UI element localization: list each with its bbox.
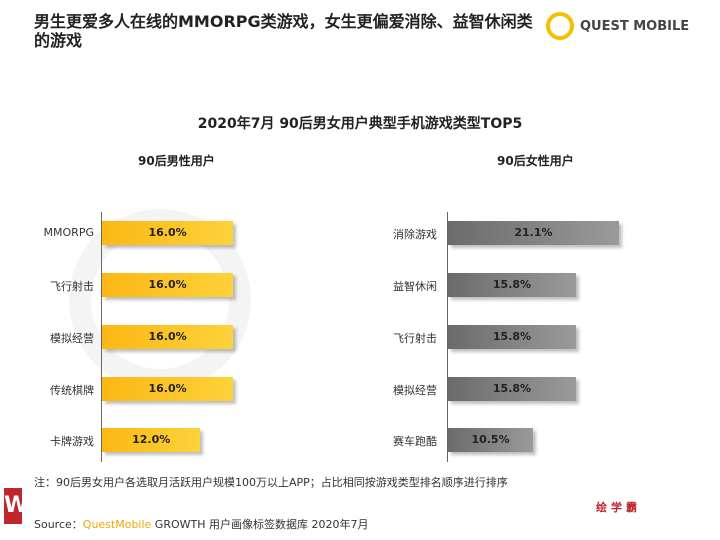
- category-label: 飞行射击: [393, 332, 437, 345]
- source: Source：QuestMobile GROWTH 用户画像标签数据库 2020…: [34, 516, 369, 532]
- category-label: 消除游戏: [393, 228, 437, 241]
- bar: 16.0%: [102, 273, 234, 297]
- category-label: MMORPG: [43, 226, 94, 239]
- bar: 15.8%: [448, 377, 576, 401]
- category-label: 飞行射击: [50, 280, 94, 293]
- logo-ring-icon: [546, 12, 574, 40]
- source-brand: QuestMobile: [82, 518, 152, 531]
- bar: 21.1%: [448, 221, 619, 245]
- category-label: 模拟经营: [393, 384, 437, 397]
- footnote: 注：90后男女用户各选取月活跃用户规模100万以上APP；占比相同按游戏类型排名…: [34, 476, 508, 489]
- corner-text: 绘学霸: [596, 501, 641, 514]
- source-rest: GROWTH 用户画像标签数据库 2020年7月: [151, 518, 369, 531]
- logo-text: QUEST MOBILE: [580, 18, 690, 34]
- brand-mark: W: [4, 488, 28, 524]
- bar: 12.0%: [102, 428, 201, 452]
- male-subtitle: 90后男性用户: [138, 154, 215, 168]
- category-label: 益智休闲: [393, 280, 437, 293]
- quest-mobile-logo: QUEST MOBILE: [546, 12, 689, 40]
- bar: 16.0%: [102, 325, 234, 349]
- source-prefix: Source：: [34, 518, 83, 531]
- bar: 16.0%: [102, 377, 234, 401]
- category-label: 模拟经营: [50, 332, 94, 345]
- bar: 10.5%: [448, 428, 534, 452]
- category-label: 传统棋牌: [50, 384, 94, 397]
- chart-title: 2020年7月 90后男女用户典型手机游戏类型TOP5: [197, 116, 523, 132]
- female-axis: [447, 212, 448, 462]
- page-title: 男生更爱多人在线的MMORPG类游戏，女生更偏爱消除、益智休闲类的游戏: [34, 12, 533, 50]
- female-subtitle: 90后女性用户: [497, 154, 574, 168]
- category-label: 赛车跑酷: [393, 435, 437, 448]
- bar: 15.8%: [448, 325, 576, 349]
- category-label: 卡牌游戏: [50, 435, 94, 448]
- bar: 15.8%: [448, 273, 576, 297]
- bar: 16.0%: [102, 221, 234, 245]
- male-axis: [101, 212, 102, 462]
